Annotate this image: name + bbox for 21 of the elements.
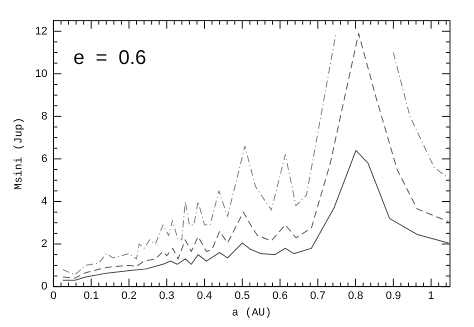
x-tick-label: 0.5 <box>234 290 250 302</box>
y-tick-label: 10 <box>35 68 48 80</box>
x-tick-label: 0.2 <box>121 290 137 302</box>
x-tick-label: 0 <box>50 290 56 302</box>
y-tick-label: 6 <box>41 152 48 165</box>
x-tick-label: 0.1 <box>84 290 99 302</box>
y-axis-title: Msini (Jup) <box>14 117 26 190</box>
x-axis-title: a (AU) <box>232 307 272 320</box>
x-tick-label: 0.3 <box>159 290 174 302</box>
x-tick-label: 0.7 <box>310 290 326 302</box>
y-tick-label: 4 <box>41 196 48 208</box>
y-tick-label: 0 <box>41 280 48 293</box>
annotation: e = 0.6 <box>73 47 146 70</box>
y-tick-label: 8 <box>41 110 48 122</box>
x-tick-label: 0.8 <box>348 290 364 302</box>
y-tick-label: 2 <box>41 238 48 250</box>
x-tick-label: 0.6 <box>272 290 288 302</box>
x-tick-label: 1 <box>428 290 434 302</box>
x-tick-label: 0.9 <box>386 290 401 302</box>
y-tick-label: 12 <box>35 25 48 38</box>
x-tick-label: 0.4 <box>196 290 212 302</box>
